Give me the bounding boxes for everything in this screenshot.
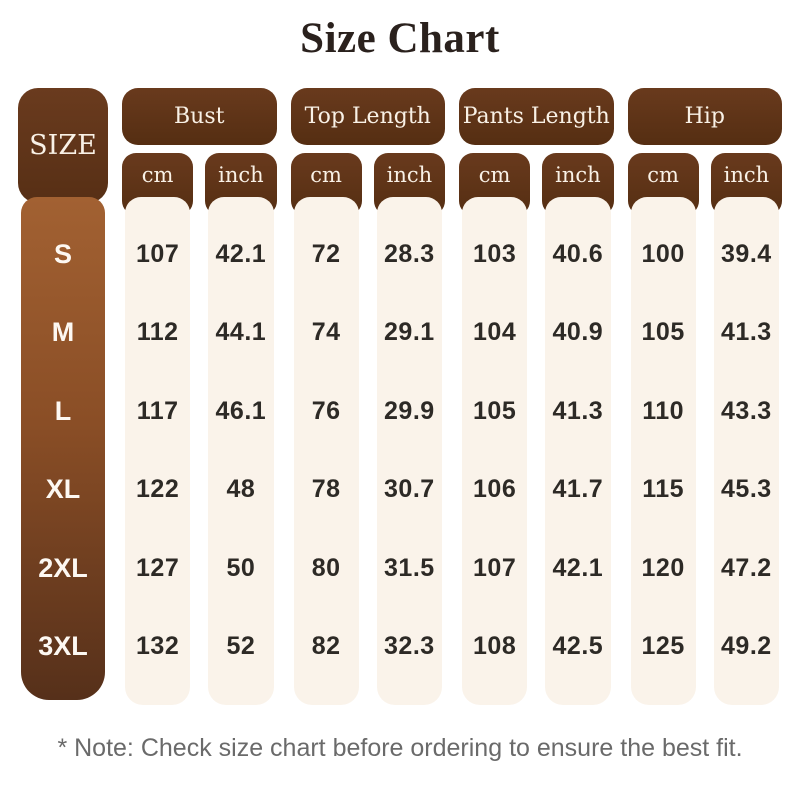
table-cell: 105 (473, 396, 517, 425)
data-column: 100 105 110 115 120 125 (630, 197, 696, 705)
group-top-length-header: Top Length (290, 88, 445, 145)
group-pants-length-subcolumns: cm 103 104 105 106 107 108 inch 40.6 40.… (459, 153, 614, 708)
size-label: L (54, 395, 72, 426)
table-cell: 40.6 (552, 239, 604, 268)
table-cell: 41.3 (552, 396, 604, 425)
size-column-body: S M L XL 2XL 3XL (21, 197, 105, 700)
table-cell: 117 (136, 396, 179, 425)
top-length-cm-column: cm 72 74 76 78 80 82 (290, 153, 362, 708)
table-cell: 47.2 (721, 553, 772, 582)
table-cell: 132 (136, 632, 180, 661)
table-cell: 103 (473, 239, 517, 268)
group-hip: Hip cm 100 105 110 115 120 125 inch (627, 88, 782, 708)
table-cell: 32.3 (384, 632, 435, 661)
group-hip-subcolumns: cm 100 105 110 115 120 125 inch 39.4 41.… (627, 153, 782, 708)
table-cell: 76 (311, 396, 341, 425)
table-cell: 80 (311, 553, 341, 582)
footnote: * Note: Check size chart before ordering… (57, 734, 743, 762)
group-bust: Bust cm 107 112 117 122 127 132 inch (122, 88, 277, 708)
table-cell: 48 (226, 475, 256, 504)
group-pants-length-header: Pants Length (459, 88, 614, 145)
table-cell: 107 (136, 239, 180, 268)
data-column: 28.3 29.1 29.9 30.7 31.5 32.3 (376, 197, 442, 705)
table-cell: 127 (136, 553, 180, 582)
data-column: 42.1 44.1 46.1 48 50 52 (208, 197, 274, 705)
table-cell: 115 (642, 475, 685, 504)
table-cell: 29.9 (384, 396, 435, 425)
table-cell: 104 (473, 318, 517, 347)
group-hip-header: Hip (627, 88, 782, 145)
top-length-inch-column: inch 28.3 29.1 29.9 30.7 31.5 32.3 (373, 153, 445, 708)
size-label: M (51, 317, 75, 348)
bust-cm-column: cm 107 112 117 122 127 132 (122, 153, 194, 708)
size-column: SIZE S M L XL 2XL 3XL (18, 88, 108, 708)
table-cell: 45.3 (721, 475, 772, 504)
hip-inch-column: inch 39.4 41.3 43.3 45.3 47.2 49.2 (710, 153, 782, 708)
size-label: 3XL (38, 631, 88, 662)
table-cell: 52 (226, 632, 256, 661)
table-cell: 107 (473, 553, 517, 582)
table-cell: 31.5 (384, 553, 435, 582)
table-cell: 72 (311, 239, 341, 268)
table-cell: 110 (642, 396, 685, 425)
table-cell: 40.9 (552, 318, 604, 347)
data-column: 107 112 117 122 127 132 (125, 197, 191, 705)
table-cell: 50 (226, 553, 256, 582)
size-label: 2XL (38, 552, 88, 583)
group-bust-subcolumns: cm 107 112 117 122 127 132 inch 42.1 44.… (122, 153, 277, 708)
data-column: 72 74 76 78 80 82 (293, 197, 359, 705)
table-cell: 105 (641, 318, 685, 347)
table-cell: 112 (136, 318, 179, 347)
table-cell: 42.1 (215, 239, 267, 268)
bust-inch-column: inch 42.1 44.1 46.1 48 50 52 (205, 153, 277, 708)
page-title: Size Chart (300, 15, 500, 62)
table-cell: 108 (473, 632, 517, 661)
table-cell: 42.1 (552, 553, 604, 582)
group-top-length-subcolumns: cm 72 74 76 78 80 82 inch 28.3 29.1 (290, 153, 445, 708)
table-cell: 41.7 (552, 475, 604, 504)
table-cell: 125 (641, 632, 685, 661)
table-cell: 49.2 (721, 632, 772, 661)
table-cell: 41.3 (721, 318, 772, 347)
table-cell: 44.1 (215, 318, 267, 347)
table-cell: 120 (641, 553, 685, 582)
table-cell: 30.7 (384, 475, 435, 504)
table-cell: 106 (473, 475, 517, 504)
group-top-length: Top Length cm 72 74 76 78 80 82 inch (290, 88, 445, 708)
table-cell: 43.3 (721, 396, 772, 425)
data-column: 40.6 40.9 41.3 41.7 42.1 42.5 (545, 197, 611, 705)
group-pants-length: Pants Length cm 103 104 105 106 107 108 … (459, 88, 614, 708)
table-cell: 78 (311, 475, 341, 504)
table-cell: 42.5 (552, 632, 604, 661)
hip-cm-column: cm 100 105 110 115 120 125 (627, 153, 699, 708)
group-bust-header: Bust (122, 88, 277, 145)
size-table: SIZE S M L XL 2XL 3XL Bust cm 107 112 11… (18, 88, 782, 708)
table-cell: 39.4 (721, 239, 772, 268)
data-column: 103 104 105 106 107 108 (462, 197, 528, 705)
data-column: 39.4 41.3 43.3 45.3 47.2 49.2 (713, 197, 779, 705)
table-cell: 100 (641, 239, 685, 268)
size-label: S (53, 238, 72, 269)
table-cell: 82 (311, 632, 341, 661)
size-label: XL (45, 474, 81, 505)
table-cell: 46.1 (215, 396, 267, 425)
table-cell: 29.1 (384, 318, 435, 347)
table-cell: 28.3 (384, 239, 435, 268)
size-column-header: SIZE (18, 88, 108, 203)
pants-length-cm-column: cm 103 104 105 106 107 108 (459, 153, 531, 708)
pants-length-inch-column: inch 40.6 40.9 41.3 41.7 42.1 42.5 (542, 153, 614, 708)
table-cell: 74 (311, 318, 341, 347)
table-cell: 122 (136, 475, 180, 504)
